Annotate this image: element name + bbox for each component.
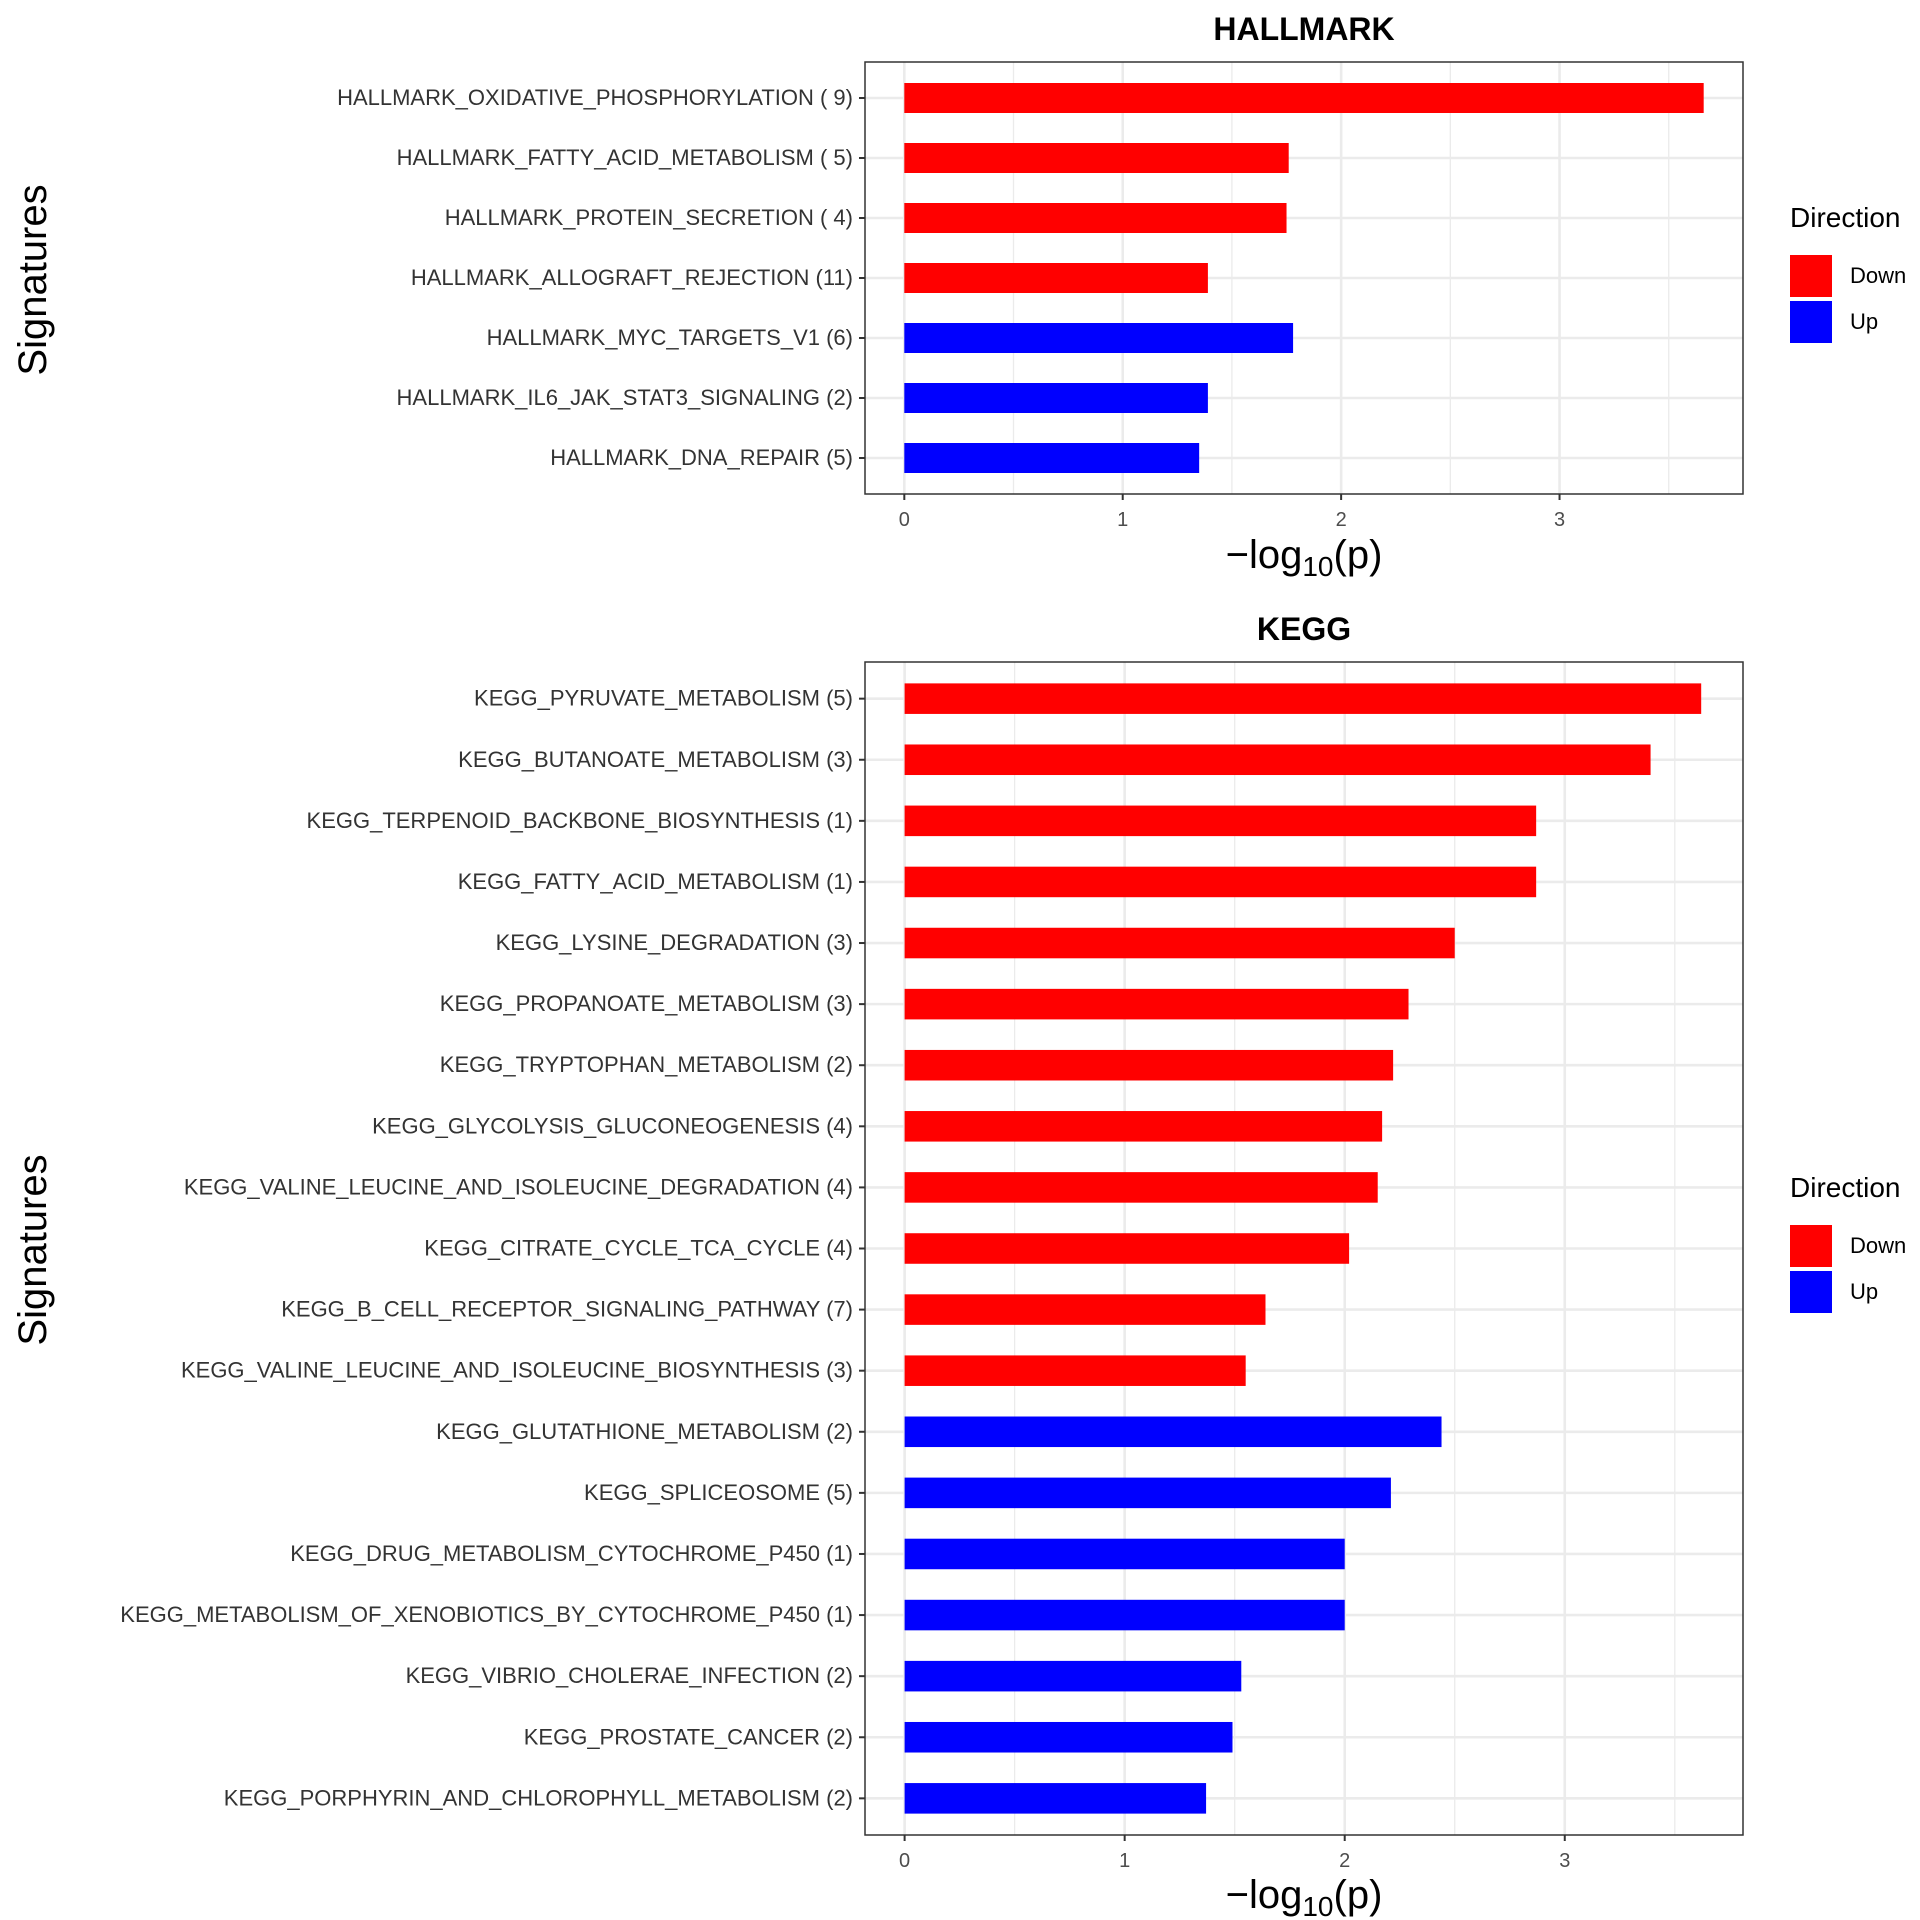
bar-down [904,203,1287,233]
x-tick-label: 2 [1336,509,1347,531]
legend-key-up [1790,301,1832,343]
bar-up [904,443,1200,473]
x-tick-label: 1 [1117,509,1128,531]
bar-up [904,1721,1233,1753]
y-tick-label: HALLMARK_MYC_TARGETS_V1 (6) [487,325,853,350]
y-tick-label: KEGG_TERPENOID_BACKBONE_BIOSYNTHESIS (1) [307,808,853,833]
bar-down [904,1294,1266,1325]
legend-label-down: Down [1850,1233,1906,1258]
bar-down [904,143,1289,173]
bar-up [904,1477,1391,1509]
bar-down [904,988,1409,1020]
bar-up [904,1599,1345,1631]
legend-label-down: Down [1850,263,1906,288]
x-axis-title: −log10(p) [1226,533,1383,582]
bar-up [904,1538,1345,1570]
x-tick-label: 3 [1559,1850,1570,1872]
y-tick-label: KEGG_B_CELL_RECEPTOR_SIGNALING_PATHWAY (… [281,1297,853,1322]
y-tick-label: HALLMARK_DNA_REPAIR (5) [550,445,853,470]
bar-up [904,1783,1207,1814]
bar-up [904,1660,1242,1692]
y-tick-label: KEGG_PYRUVATE_METABOLISM (5) [474,686,853,711]
y-axis-title: Signatures [11,1154,55,1345]
bar-down [904,744,1651,776]
y-tick-label: KEGG_METABOLISM_OF_XENOBIOTICS_BY_CYTOCH… [120,1602,853,1627]
x-tick-label: 3 [1554,509,1565,531]
legend-title: Direction [1790,202,1900,233]
y-axis-title: Signatures [11,184,55,375]
y-tick-label: KEGG_CITRATE_CYCLE_TCA_CYCLE (4) [424,1236,853,1261]
bar-down [904,1233,1350,1264]
y-tick-label: KEGG_GLUTATHIONE_METABOLISM (2) [436,1419,853,1444]
bar-down [904,1111,1383,1142]
panel-title: HALLMARK [1213,11,1394,47]
y-tick-label: HALLMARK_ALLOGRAFT_REJECTION (11) [411,265,853,290]
y-tick-label: KEGG_VALINE_LEUCINE_AND_ISOLEUCINE_BIOSY… [181,1358,853,1383]
panel-hallmark: HALLMARK_OXIDATIVE_PHOSPHORYLATION ( 9) H… [11,11,1906,582]
y-tick-label: KEGG_PROSTATE_CANCER (2) [524,1724,853,1749]
bar-down [904,1172,1378,1203]
panel-title: KEGG [1257,611,1351,647]
y-tick-label: HALLMARK_FATTY_ACID_METABOLISM ( 5) [397,145,853,170]
panel-kegg: KEGG_PYRUVATE_METABOLISM (5) KEGG_BUTANOA… [11,611,1906,1920]
y-tick-label: KEGG_PORPHYRIN_AND_CHLOROPHYLL_METABOLIS… [224,1785,853,1810]
x-axis-title: −log10(p) [1226,1873,1383,1920]
bar-down [904,1355,1246,1386]
bar-down [904,866,1537,898]
y-tick-label: KEGG_VIBRIO_CHOLERAE_INFECTION (2) [406,1663,853,1688]
y-tick-label: KEGG_BUTANOATE_METABOLISM (3) [458,747,853,772]
legend-key-up [1790,1271,1832,1313]
bar-up [904,323,1294,353]
y-tick-label: KEGG_LYSINE_DEGRADATION (3) [496,930,853,955]
bar-down [904,1049,1394,1081]
y-tick-label: KEGG_SPLICEOSOME (5) [584,1480,853,1505]
bar-up [904,383,1208,413]
x-tick-label: 0 [899,509,910,531]
bar-up [904,1416,1442,1448]
legend-label-up: Up [1850,1279,1878,1304]
legend-label-up: Up [1850,309,1878,334]
bar-down [904,805,1537,837]
y-tick-label: HALLMARK_IL6_JAK_STAT3_SIGNALING (2) [397,385,853,410]
legend-title: Direction [1790,1172,1900,1203]
y-tick-label: HALLMARK_OXIDATIVE_PHOSPHORYLATION ( 9) [337,85,853,110]
legend-key-down [1790,255,1832,297]
y-tick-label: KEGG_GLYCOLYSIS_GLUCONEOGENESIS (4) [372,1113,853,1138]
y-tick-label: KEGG_PROPANOATE_METABOLISM (3) [440,991,853,1016]
x-tick-label: 2 [1339,1850,1350,1872]
bar-down [904,83,1704,113]
legend-key-down [1790,1225,1832,1267]
x-tick-label: 1 [1119,1850,1130,1872]
y-tick-label: KEGG_FATTY_ACID_METABOLISM (1) [458,869,853,894]
y-tick-label: KEGG_DRUG_METABOLISM_CYTOCHROME_P450 (1) [290,1541,853,1566]
y-tick-label: KEGG_TRYPTOPHAN_METABOLISM (2) [440,1052,853,1077]
bar-down [904,927,1455,959]
bar-down [904,263,1208,293]
bar-down [904,683,1702,714]
y-tick-label: HALLMARK_PROTEIN_SECRETION ( 4) [445,205,853,230]
x-tick-label: 0 [899,1850,910,1872]
y-tick-label: KEGG_VALINE_LEUCINE_AND_ISOLEUCINE_DEGRA… [184,1174,853,1199]
